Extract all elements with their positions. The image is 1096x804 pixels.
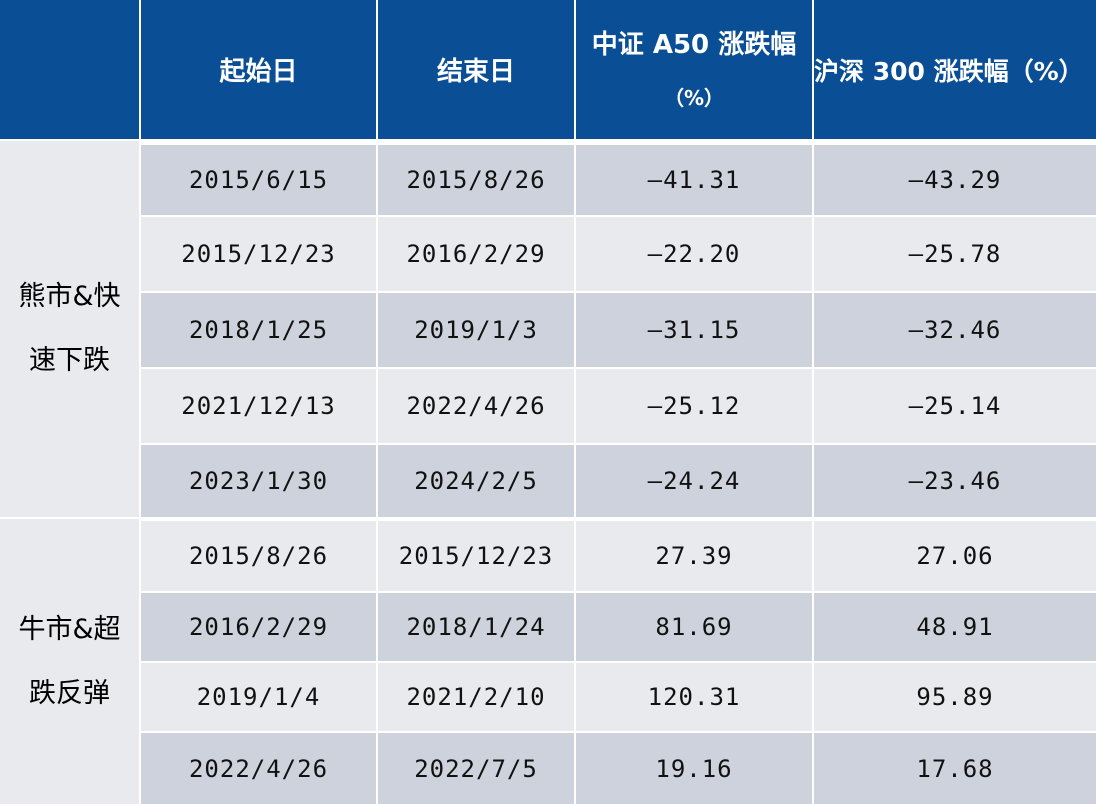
header-corner (0, 0, 139, 139)
header-end-date: 结束日 (378, 0, 574, 139)
header-a50-line2: （%） (663, 85, 725, 110)
header-a50-line1: 中证 A50 涨跌幅 (591, 29, 797, 60)
table-cell: 19.16 (576, 733, 812, 804)
table-cell: —23.46 (814, 445, 1096, 517)
table-cell: 2015/8/26 (378, 145, 574, 215)
table-cell: 2019/1/3 (378, 293, 574, 367)
table-cell: —25.14 (814, 369, 1096, 443)
table-cell: —43.29 (814, 145, 1096, 215)
group-label-bear-line1: 熊市&快 (18, 281, 121, 312)
table-cell: 120.31 (576, 663, 812, 731)
table-cell: 27.39 (576, 521, 812, 591)
table-cell: 2022/7/5 (378, 733, 574, 804)
table-cell: —25.12 (576, 369, 812, 443)
table-cell: 2019/1/4 (141, 663, 376, 731)
table-cell: 2022/4/26 (378, 369, 574, 443)
table-cell: 17.68 (814, 733, 1096, 804)
group-label-bear: 熊市&快 速下跌 (0, 141, 139, 517)
group-label-bull-line1: 牛市&超 (18, 613, 121, 645)
header-hs300-change: 沪深 300 涨跌幅（%） (814, 0, 1096, 139)
group-label-bull: 牛市&超 跌反弹 (0, 519, 139, 804)
table-cell: 2016/2/29 (141, 593, 376, 661)
table-cell: 81.69 (576, 593, 812, 661)
group-label-bear-line2: 速下跌 (29, 345, 110, 376)
table-cell: 2022/4/26 (141, 733, 376, 804)
table-cell: 2024/2/5 (378, 445, 574, 517)
table-cell: —31.15 (576, 293, 812, 367)
table-cell: 2015/12/23 (378, 521, 574, 591)
table-cell: 2023/1/30 (141, 445, 376, 517)
table-cell: 2018/1/24 (378, 593, 574, 661)
header-a50-change: 中证 A50 涨跌幅 （%） (576, 0, 812, 139)
table-cell: 2015/6/15 (141, 145, 376, 215)
table-cell: —32.46 (814, 293, 1096, 367)
table-cell: —25.78 (814, 217, 1096, 291)
group-label-bull-line2: 跌反弹 (29, 677, 110, 709)
table-cell: 48.91 (814, 593, 1096, 661)
table-cell: —41.31 (576, 145, 812, 215)
table-cell: —22.20 (576, 217, 812, 291)
table-cell: 2016/2/29 (378, 217, 574, 291)
table-cell: —24.24 (576, 445, 812, 517)
table-cell: 27.06 (814, 521, 1096, 591)
header-start-date: 起始日 (141, 0, 376, 139)
table-cell: 2015/12/23 (141, 217, 376, 291)
table-cell: 95.89 (814, 663, 1096, 731)
table-cell: 2021/2/10 (378, 663, 574, 731)
table-cell: 2015/8/26 (141, 521, 376, 591)
table-cell: 2021/12/13 (141, 369, 376, 443)
table-cell: 2018/1/25 (141, 293, 376, 367)
